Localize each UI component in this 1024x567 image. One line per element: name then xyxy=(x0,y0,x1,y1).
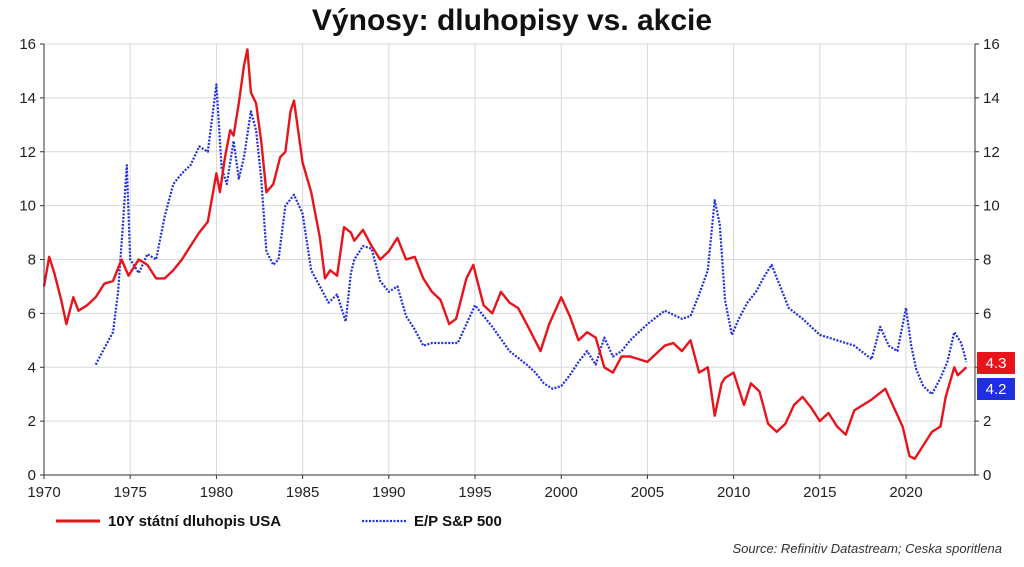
y-tick-label-left: 4 xyxy=(28,359,36,376)
x-tick-label: 1975 xyxy=(114,484,147,501)
y-tick-label-right: 6 xyxy=(983,305,991,322)
x-tick-label: 1980 xyxy=(200,484,233,501)
y-tick-label-left: 0 xyxy=(28,467,36,484)
series-lines xyxy=(42,48,968,460)
y-tick-label-right: 14 xyxy=(983,90,1000,107)
last-value-badge xyxy=(977,352,1015,374)
x-tick-label: 2010 xyxy=(717,484,750,501)
y-tick-label-right: 12 xyxy=(983,144,1000,161)
y-tick-label-left: 16 xyxy=(19,36,36,53)
x-tick-label: 1970 xyxy=(27,484,60,501)
y-tick-label-left: 12 xyxy=(19,144,36,161)
last-value-badge-label: 4.2 xyxy=(986,381,1007,398)
x-tick-label: 2005 xyxy=(631,484,664,501)
series-line-10y-bond xyxy=(42,48,968,460)
last-value-badge xyxy=(977,378,1015,400)
y-tick-label-right: 16 xyxy=(983,36,1000,53)
y-tick-label-left: 8 xyxy=(28,252,36,269)
last-value-badge-label: 4.3 xyxy=(986,355,1007,372)
x-tick-label: 1990 xyxy=(372,484,405,501)
legend-label: 10Y státní dluhopis USA xyxy=(108,513,281,530)
source-note: Source: Refinitiv Datastream; Ceska spor… xyxy=(732,541,1002,556)
series-line-ep-sp500 xyxy=(94,83,968,396)
y-tick-label-right: 10 xyxy=(983,198,1000,215)
legend-label: E/P S&P 500 xyxy=(414,513,502,530)
legend: 10Y státní dluhopis USA E/P S&P 500 xyxy=(56,513,502,530)
y-tick-label-left: 10 xyxy=(19,198,36,215)
y-tick-label-right: 2 xyxy=(983,413,991,430)
y-tick-label-left: 2 xyxy=(28,413,36,430)
y-tick-label-left: 6 xyxy=(28,305,36,322)
tick-labels: 0022446688101012121414161619701975198019… xyxy=(19,36,999,501)
last-value-badges: 4.3 4.2 xyxy=(977,352,1015,400)
x-tick-label: 2020 xyxy=(889,484,922,501)
x-tick-label: 2000 xyxy=(545,484,578,501)
y-tick-label-left: 14 xyxy=(19,90,36,107)
x-tick-label: 1985 xyxy=(286,484,319,501)
y-tick-label-right: 0 xyxy=(983,467,991,484)
x-tick-label: 2015 xyxy=(803,484,836,501)
grid-lines xyxy=(43,43,975,476)
x-tick-label: 1995 xyxy=(458,484,491,501)
chart-title: Výnosy: dluhopisy vs. akcie xyxy=(311,4,713,37)
axes xyxy=(40,43,979,479)
y-tick-label-right: 8 xyxy=(983,252,991,269)
